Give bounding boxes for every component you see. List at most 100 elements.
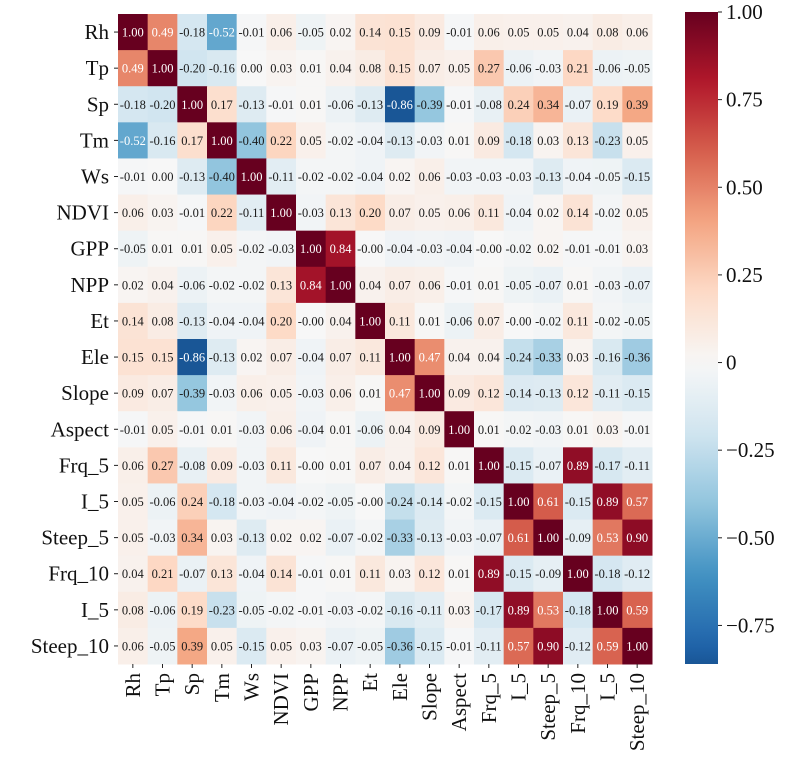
heatmap-cell: [236, 266, 267, 304]
colorbar-tick-label: −0.75: [726, 613, 775, 637]
heatmap-cell: [592, 86, 623, 123]
cell-value-label: -0.40: [209, 170, 235, 184]
heatmap-cell: [355, 14, 386, 51]
heatmap-cell: [355, 230, 386, 268]
heatmap-cell: [207, 483, 238, 521]
heatmap-cell: [325, 266, 356, 304]
cell-value-label: 0.01: [567, 423, 589, 437]
heatmap-cell: [444, 14, 475, 51]
heatmap-cell: [207, 194, 238, 232]
cell-value-label: -0.01: [565, 242, 591, 256]
row-label: Tm: [80, 128, 109, 152]
heatmap-cell: [414, 519, 445, 557]
heatmap-cell: [118, 230, 149, 268]
cell-value-label: 0.19: [597, 98, 619, 112]
heatmap-cell: [236, 230, 267, 268]
heatmap-cell: [147, 158, 178, 196]
cell-value-label: 0.24: [181, 495, 204, 509]
cell-value-label: -0.18: [594, 567, 620, 581]
cell-value-label: -0.16: [209, 62, 235, 76]
cell-value-label: 0.02: [122, 278, 144, 292]
cell-value-label: 0.01: [181, 242, 203, 256]
colorbar-tick-label: 0: [726, 351, 737, 375]
cell-value-label: -0.04: [298, 351, 325, 365]
cell-value-label: 0.06: [478, 26, 500, 40]
cell-value-label: -0.01: [298, 567, 324, 581]
cell-value-label: -0.05: [327, 495, 353, 509]
heatmap-cell: [118, 591, 149, 629]
heatmap-cell: [325, 339, 356, 376]
cell-value-label: -0.02: [209, 278, 235, 292]
heatmap-cell: [533, 375, 564, 412]
heatmap-cell: [533, 266, 564, 304]
heatmap-cell: [592, 50, 623, 87]
cell-value-label: -0.11: [268, 170, 294, 184]
heatmap-cell: [207, 627, 238, 665]
heatmap-cell: [474, 519, 505, 557]
heatmap-cell: [118, 519, 149, 557]
cell-value-label: -0.04: [298, 423, 325, 437]
cell-value-label: 1.00: [389, 351, 411, 365]
heatmap-cell: [414, 14, 445, 51]
cell-value-label: -0.17: [476, 603, 502, 617]
heatmap-cell: [474, 122, 505, 159]
heatmap-cell: [503, 519, 534, 557]
cell-value-label: -0.06: [179, 278, 205, 292]
row-label: I_5: [81, 598, 109, 622]
cell-value-label: 0.61: [537, 495, 559, 509]
cell-value-label: 0.61: [508, 531, 530, 545]
heatmap-cell: [592, 194, 623, 232]
heatmap-cell: [355, 194, 386, 232]
heatmap-cell: [118, 483, 149, 521]
cell-value-label: -0.01: [179, 423, 205, 437]
heatmap-cell: [385, 230, 416, 268]
cell-value-label: 0.07: [389, 206, 411, 220]
cell-value-label: 0.01: [567, 278, 589, 292]
cell-value-label: -0.39: [416, 98, 442, 112]
heatmap-cell: [563, 158, 594, 196]
cell-value-label: 0.03: [270, 62, 292, 76]
cell-value-label: 1.00: [567, 567, 589, 581]
cell-value-label: -0.02: [594, 206, 620, 220]
cell-value-label: -0.05: [505, 278, 531, 292]
heatmap-cell: [355, 627, 386, 665]
cell-value-label: 0.21: [152, 567, 174, 581]
heatmap-cell: [177, 591, 208, 629]
cell-value-label: -0.02: [298, 495, 324, 509]
cell-value-label: -0.24: [505, 351, 532, 365]
cell-value-label: -0.07: [624, 278, 650, 292]
cell-value-label: -0.05: [238, 603, 264, 617]
heatmap-cell: [236, 50, 267, 87]
heatmap-cell: [533, 230, 564, 268]
row-label: GPP: [70, 237, 109, 261]
cell-value-label: -0.13: [238, 98, 264, 112]
colorbar-tick-label: −0.50: [726, 526, 775, 550]
heatmap-cell: [533, 447, 564, 484]
heatmap-cell: [414, 230, 445, 268]
cell-value-label: -0.39: [179, 387, 205, 401]
cell-value-label: -0.00: [298, 314, 324, 328]
heatmap-cell: [355, 447, 386, 484]
heatmap-cell: [385, 447, 416, 484]
cell-value-label: -0.06: [594, 62, 620, 76]
heatmap-cell: [177, 230, 208, 268]
cell-value-label: 0.02: [241, 351, 263, 365]
cell-value-label: 1.00: [359, 314, 381, 328]
cell-value-label: 0.01: [300, 62, 322, 76]
cell-value-label: 0.01: [478, 423, 500, 437]
column-label: Slope: [418, 673, 442, 721]
cell-value-label: 0.13: [211, 567, 233, 581]
cell-value-label: -0.04: [268, 495, 295, 509]
heatmap-cell: [266, 555, 297, 593]
heatmap-cell: [503, 266, 534, 304]
cell-value-label: 0.02: [300, 531, 322, 545]
heatmap-cell: [118, 375, 149, 412]
heatmap-cell: [533, 555, 564, 593]
cell-value-label: -0.02: [446, 495, 472, 509]
heatmap-cell: [622, 411, 653, 448]
heatmap-cell: [355, 483, 386, 521]
heatmap-cell: [236, 158, 267, 196]
heatmap-cell: [296, 375, 327, 412]
heatmap-cell: [296, 14, 327, 51]
heatmap-cell: [177, 122, 208, 159]
